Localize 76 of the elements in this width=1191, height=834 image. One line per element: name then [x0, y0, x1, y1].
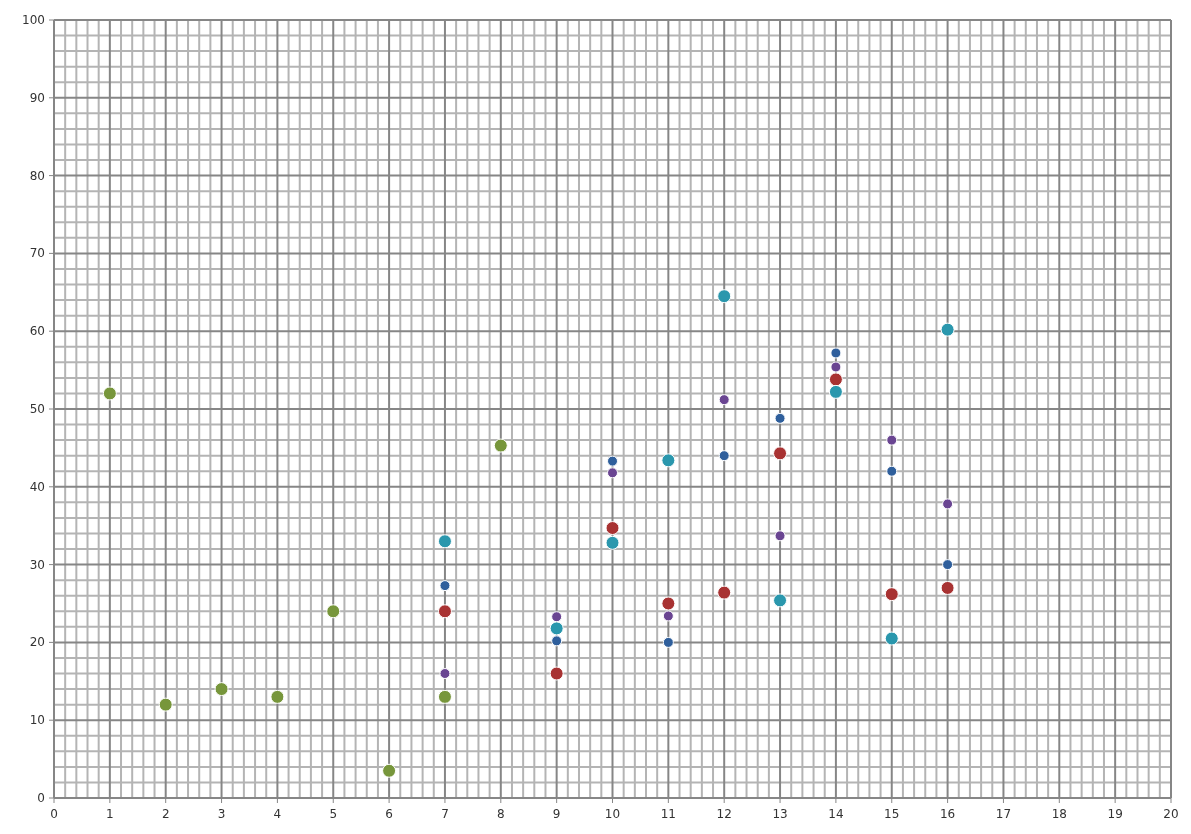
point: [886, 465, 898, 477]
point: [940, 580, 955, 595]
point: [326, 604, 341, 619]
point: [661, 596, 676, 611]
x-tick-label: 16: [939, 807, 956, 821]
point: [830, 347, 842, 359]
x-tick-label: 20: [1163, 807, 1179, 821]
y-tick-label: 0: [37, 791, 45, 805]
point: [828, 372, 843, 387]
point: [158, 697, 173, 712]
point: [551, 611, 563, 623]
point: [605, 535, 620, 550]
point: [830, 361, 842, 373]
point: [382, 763, 397, 778]
point: [551, 635, 563, 647]
point: [718, 450, 730, 462]
point: [942, 559, 954, 571]
point: [884, 587, 899, 602]
point: [437, 604, 452, 619]
point: [270, 689, 285, 704]
point: [607, 467, 618, 479]
x-tick-label: 3: [217, 807, 226, 821]
point: [102, 386, 117, 401]
point: [661, 453, 676, 468]
point: [942, 498, 954, 510]
point: [774, 412, 786, 424]
point: [717, 289, 732, 304]
point: [607, 455, 618, 467]
point: [828, 384, 843, 399]
x-tick-label: 19: [1107, 807, 1123, 821]
point: [662, 636, 674, 648]
x-tick-label: 18: [1051, 807, 1067, 821]
x-tick-label: 9: [552, 807, 561, 821]
point: [493, 438, 508, 453]
x-tick-label: 13: [772, 807, 788, 821]
point: [605, 521, 620, 536]
x-tick-label: 1: [106, 807, 114, 821]
point: [437, 534, 452, 549]
y-tick-label: 60: [29, 324, 45, 339]
x-tick-label: 12: [716, 807, 732, 821]
x-tick-label: 5: [329, 807, 338, 821]
y-tick-label: 20: [29, 635, 45, 650]
y-tick-label: 30: [29, 557, 45, 572]
x-tick-label: 6: [385, 807, 393, 821]
y-tick-label: 80: [29, 168, 45, 183]
point: [662, 610, 674, 622]
x-tick-label: 15: [884, 807, 900, 821]
y-tick-label: 100: [22, 13, 45, 27]
y-tick-label: 40: [29, 479, 45, 494]
point: [549, 621, 564, 636]
point: [940, 322, 955, 337]
x-tick-label: 2: [161, 807, 170, 821]
point: [549, 666, 564, 681]
point: [718, 394, 730, 406]
point: [773, 593, 788, 608]
y-tick-label: 70: [29, 246, 45, 261]
x-tick-label: 17: [995, 807, 1012, 821]
point: [884, 631, 899, 646]
point: [774, 530, 786, 542]
x-tick-label: 8: [496, 807, 505, 821]
x-tick-label: 0: [50, 807, 58, 821]
point: [439, 668, 451, 680]
x-tick-label: 10: [604, 807, 621, 821]
y-tick-label: 90: [29, 90, 45, 105]
y-tick-label: 50: [29, 402, 45, 416]
point: [717, 585, 732, 600]
x-tick-label: 7: [441, 807, 449, 821]
point: [439, 580, 451, 592]
y-tick-label: 10: [29, 713, 45, 728]
x-tick-label: 4: [273, 807, 282, 821]
point: [773, 446, 788, 461]
x-tick-label: 14: [828, 807, 844, 821]
x-tick-label: 11: [660, 807, 676, 821]
point: [214, 682, 229, 697]
point: [886, 434, 898, 446]
point: [437, 689, 452, 704]
